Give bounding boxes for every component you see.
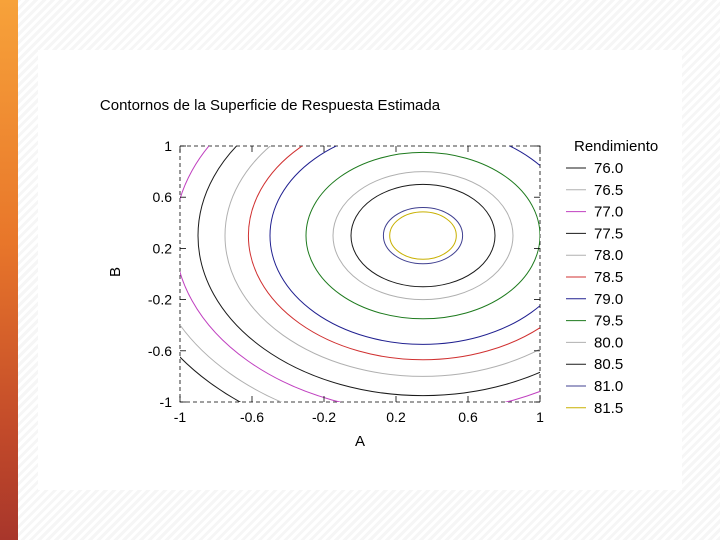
legend-label: 81.0 — [594, 378, 623, 395]
x-tick-label: -1 — [174, 409, 187, 425]
legend-label: 76.0 — [594, 160, 623, 177]
y-tick-label: -0.2 — [148, 292, 172, 308]
legend-label: 78.0 — [594, 247, 623, 264]
contour-80.0 — [332, 171, 514, 301]
contour-79.5 — [305, 151, 540, 320]
plot-frame — [179, 145, 541, 403]
contour-81.0 — [382, 206, 464, 265]
contour-79.0 — [269, 146, 540, 345]
slide-panel: Contornos de la Superficie de Respuesta … — [38, 50, 682, 490]
x-tick-label: 1 — [536, 409, 544, 425]
contour-78.5 — [247, 146, 540, 361]
legend-label: 79.0 — [594, 291, 623, 308]
accent-bar — [0, 0, 18, 540]
x-tick-label: 0.6 — [458, 409, 478, 425]
legend-label: 77.0 — [594, 204, 623, 221]
y-tick-label: 0.2 — [153, 240, 173, 256]
y-ticks: 1 0.6 0.2 -0.2 -0.6 -1 — [148, 138, 540, 410]
contour-81.5 — [389, 211, 457, 260]
x-tick-label: -0.6 — [240, 409, 264, 425]
y-tick-label: -0.6 — [148, 343, 172, 359]
legend-label: 79.5 — [594, 313, 623, 330]
legend-label: 80.5 — [594, 356, 623, 373]
legend-title: Rendimiento — [574, 138, 658, 155]
contour-78.0 — [224, 146, 540, 377]
y-tick-label: 1 — [164, 138, 172, 154]
chart-title: Contornos de la Superficie de Respuesta … — [100, 97, 441, 114]
legend-label: 77.5 — [594, 225, 623, 242]
legend-label: 80.0 — [594, 334, 623, 351]
contour-77.5 — [197, 146, 540, 397]
y-tick-label: 0.6 — [153, 189, 173, 205]
legend: Rendimiento 76.0 76.5 77.0 77.5 78.0 78.5 79.0… — [566, 138, 658, 417]
contour-80.5 — [350, 183, 496, 288]
x-ticks: -1 -0.6 -0.2 0.2 0.6 1 — [174, 146, 544, 425]
legend-label: 76.5 — [594, 182, 623, 199]
contour-lines — [180, 146, 540, 402]
x-tick-label: -0.2 — [312, 409, 336, 425]
x-tick-label: 0.2 — [386, 409, 406, 425]
legend-label: 78.5 — [594, 269, 623, 286]
y-tick-label: -1 — [160, 394, 173, 410]
contour-chart: Contornos de la Superficie de Respuesta … — [100, 97, 658, 450]
x-axis-title: A — [355, 433, 365, 450]
y-axis-title: B — [107, 267, 124, 277]
legend-label: 81.5 — [594, 400, 623, 417]
